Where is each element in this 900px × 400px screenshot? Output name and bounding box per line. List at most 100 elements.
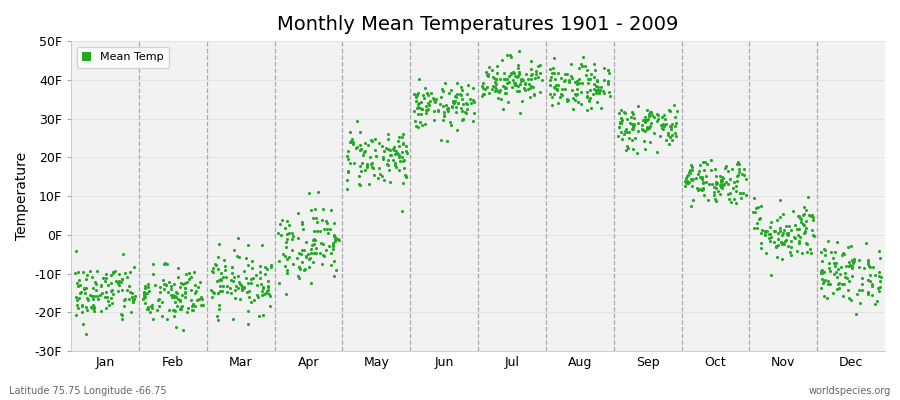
Point: [170, 303, 184, 309]
Point: [659, 121, 673, 127]
Point: [544, 77, 558, 83]
Point: [174, 304, 188, 310]
Point: [427, 117, 441, 124]
Point: [461, 82, 475, 88]
Point: [600, 81, 615, 87]
Point: [580, 89, 594, 95]
Point: [846, 259, 860, 266]
Point: [90, 293, 104, 300]
Point: [272, 280, 286, 286]
Point: [423, 98, 437, 104]
Point: [453, 91, 467, 98]
Point: [79, 306, 94, 313]
Point: [491, 88, 506, 95]
Point: [714, 191, 728, 197]
Point: [444, 86, 458, 93]
Point: [624, 114, 638, 121]
Point: [734, 171, 749, 177]
Point: [827, 271, 842, 277]
Point: [168, 292, 183, 299]
Point: [861, 289, 876, 296]
Point: [481, 72, 495, 79]
Point: [86, 292, 100, 299]
Point: [581, 96, 596, 103]
Point: [562, 79, 576, 86]
Point: [639, 107, 653, 114]
Point: [844, 297, 859, 304]
Point: [158, 260, 173, 266]
Point: [255, 241, 269, 248]
Point: [418, 121, 432, 127]
Point: [400, 150, 414, 156]
Point: [120, 274, 134, 280]
Point: [721, 190, 735, 197]
Point: [589, 82, 603, 89]
Point: [364, 137, 379, 143]
Point: [86, 304, 101, 310]
Point: [862, 262, 877, 269]
Point: [314, 240, 328, 246]
Point: [728, 183, 742, 190]
Point: [662, 141, 676, 147]
Point: [263, 303, 277, 310]
Point: [211, 254, 225, 260]
Point: [150, 297, 165, 303]
Point: [584, 70, 598, 77]
Point: [90, 268, 104, 274]
Point: [354, 167, 368, 174]
Point: [637, 117, 652, 124]
Point: [316, 252, 330, 258]
Point: [714, 179, 728, 185]
Point: [93, 292, 107, 298]
Point: [828, 249, 842, 255]
Point: [396, 158, 410, 164]
Point: [593, 84, 608, 91]
Point: [379, 145, 393, 152]
Point: [861, 291, 876, 298]
Point: [544, 102, 559, 108]
Point: [191, 284, 205, 291]
Point: [76, 269, 90, 275]
Point: [578, 62, 592, 69]
Point: [668, 114, 682, 120]
Point: [619, 116, 634, 122]
Point: [776, 230, 790, 237]
Point: [695, 187, 709, 193]
Point: [115, 316, 130, 322]
Point: [385, 157, 400, 164]
Point: [574, 60, 589, 67]
Point: [594, 105, 608, 111]
Point: [620, 129, 634, 136]
Point: [868, 272, 882, 278]
Point: [791, 239, 806, 246]
Point: [106, 290, 121, 297]
Point: [122, 296, 136, 302]
Point: [413, 105, 428, 111]
Point: [124, 290, 139, 296]
Point: [770, 254, 784, 260]
Point: [806, 232, 821, 238]
Point: [547, 70, 562, 76]
Point: [128, 293, 142, 299]
Point: [508, 82, 523, 88]
Point: [73, 282, 87, 288]
Point: [304, 246, 319, 252]
Point: [707, 196, 722, 202]
Point: [309, 244, 323, 251]
Point: [847, 256, 861, 262]
Point: [387, 151, 401, 157]
Point: [780, 230, 795, 237]
Point: [436, 109, 451, 115]
Point: [814, 258, 829, 264]
Point: [421, 92, 436, 99]
Point: [589, 87, 603, 93]
Point: [302, 256, 316, 262]
Point: [495, 56, 509, 63]
Point: [679, 174, 693, 181]
Point: [750, 220, 764, 226]
Point: [696, 179, 710, 185]
Point: [430, 107, 445, 113]
Point: [78, 276, 93, 282]
Point: [845, 273, 859, 280]
Point: [278, 253, 293, 260]
